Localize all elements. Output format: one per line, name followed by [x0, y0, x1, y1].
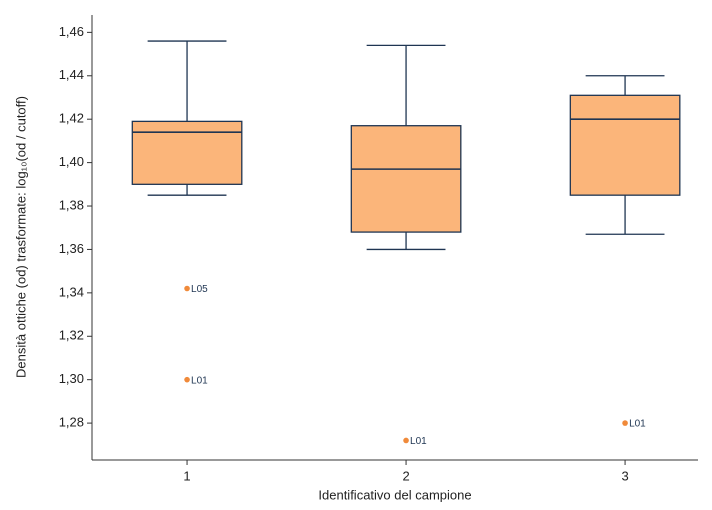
x-axis-title: Identificativo del campione: [318, 487, 471, 502]
x-tick-label: 3: [621, 468, 628, 483]
y-tick-label: 1,34: [59, 284, 84, 299]
outlier: [403, 437, 409, 444]
y-tick-label: 1,30: [59, 371, 84, 386]
y-tick-label: 1,42: [59, 111, 84, 126]
y-tick-label: 1,44: [59, 67, 84, 82]
y-tick-label: 1,40: [59, 154, 84, 169]
x-tick-label: 2: [402, 468, 409, 483]
outlier-label: L01: [191, 375, 208, 386]
outlier: [184, 376, 190, 383]
y-tick-label: 1,38: [59, 197, 84, 212]
box: [350, 125, 462, 233]
y-tick-label: 1,36: [59, 241, 84, 256]
outlier-label: L01: [410, 436, 427, 447]
y-tick-label: 1,46: [59, 24, 84, 39]
outlier-label: L05: [191, 284, 208, 295]
y-tick-label: 1,32: [59, 328, 84, 343]
y-tick-label: 1,28: [59, 415, 84, 430]
outlier: [184, 285, 190, 292]
box: [131, 120, 243, 185]
outlier: [622, 420, 628, 426]
box: [569, 94, 681, 196]
x-tick-label: 1: [183, 468, 190, 483]
outlier-label: L01: [629, 419, 646, 430]
y-axis-title: Densità ottiche (od) trasformate: log₁₀(…: [13, 96, 28, 378]
